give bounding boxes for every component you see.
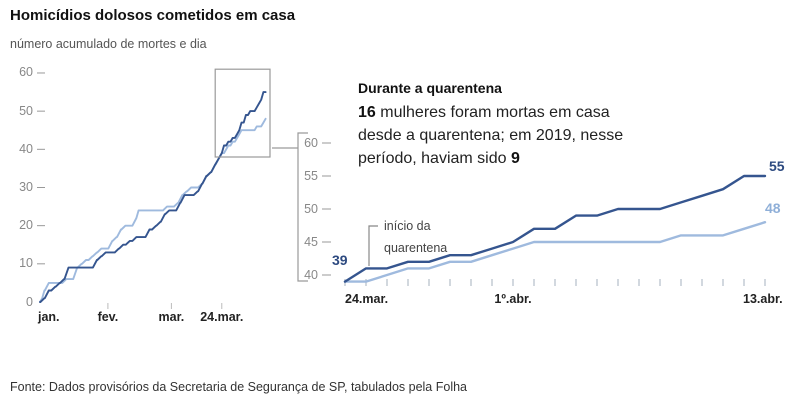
- x-axis-label: 24.mar.: [200, 310, 244, 324]
- chart-title: Homicídios dolosos cometidos em casa: [10, 7, 296, 24]
- y-axis-label: 20: [19, 218, 33, 233]
- quarantine-start-line2: quarentena: [384, 241, 448, 255]
- x-axis-label: jan.: [38, 310, 60, 324]
- series-2019-line-full: [39, 117, 267, 303]
- series-2020-line-detail: [343, 174, 767, 283]
- y-axis-label: 50: [304, 201, 318, 216]
- quarantine-marker-line: [368, 225, 378, 266]
- x-axis-label: 24.mar.: [345, 292, 389, 306]
- series-2020-line-full: [39, 91, 267, 303]
- y-axis-label: 40: [304, 267, 318, 282]
- x-axis-label: 13.abr.: [743, 292, 783, 306]
- y-axis-label: 10: [19, 256, 33, 271]
- y-axis-label: 60: [19, 65, 33, 80]
- annotation-count-2019: 9: [510, 150, 520, 167]
- quarantine-start-label: início da quarentena: [384, 215, 447, 259]
- annotation-text: mulheres foram mortas em casa desde a qu…: [358, 104, 624, 167]
- annotation-count-2020: 16: [358, 104, 376, 121]
- x-axis-label: 1º.abr.: [494, 292, 532, 306]
- y-axis-label: 40: [19, 141, 33, 156]
- zoom-box: [214, 68, 271, 158]
- y-axis-label: 60: [304, 135, 318, 150]
- chart-subtitle: número acumulado de mortes e dia: [10, 37, 207, 51]
- series-2019-end-label: 48: [765, 200, 781, 216]
- annotation-body: 16 mulheres foram mortas em casa desde a…: [358, 101, 646, 170]
- series-2019-line-detail: [343, 221, 767, 283]
- y-axis-label: 55: [304, 168, 318, 183]
- quarantine-start-line1: início da: [384, 219, 431, 233]
- start-value-label: 39: [332, 252, 348, 268]
- y-axis-label: 30: [19, 179, 33, 194]
- y-axis-label: 50: [19, 103, 33, 118]
- annotation-heading: Durante a quarentena: [358, 80, 502, 96]
- series-2020-end-label: 55: [769, 158, 785, 174]
- y-axis-label: 0: [26, 294, 33, 309]
- zoom-bracket: [297, 132, 308, 282]
- source-note: Fonte: Dados provisórios da Secretaria d…: [10, 380, 468, 394]
- x-axis-label: fev.: [97, 310, 119, 324]
- y-axis-label: 45: [304, 234, 318, 249]
- x-axis-label: mar.: [158, 310, 185, 324]
